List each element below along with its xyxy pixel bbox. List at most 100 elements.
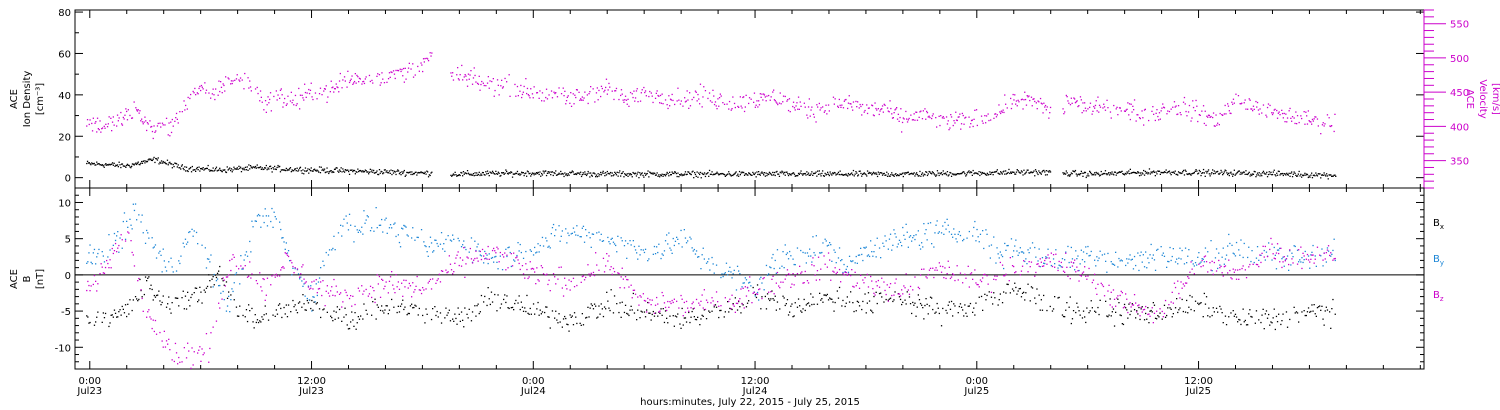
density-point	[718, 174, 720, 176]
bx-point	[1069, 296, 1071, 298]
velocity-point	[682, 105, 684, 107]
bx-point	[774, 295, 776, 297]
density-point	[519, 174, 521, 176]
by-point	[776, 249, 779, 251]
velocity-point	[259, 90, 262, 92]
bx-point	[800, 310, 802, 312]
bx-point	[230, 294, 232, 296]
density-point	[975, 172, 978, 174]
by-point	[429, 236, 432, 238]
density-point	[692, 170, 694, 172]
by-point	[1078, 269, 1080, 272]
by-point	[223, 299, 225, 301]
bz-point	[290, 259, 292, 262]
density-point	[723, 174, 726, 176]
density-point	[1326, 173, 1328, 175]
density-point	[504, 172, 506, 174]
velocity-point	[1174, 106, 1176, 108]
by-point	[658, 243, 660, 245]
bz-point	[294, 267, 296, 269]
by-point	[617, 235, 619, 237]
density-point	[279, 165, 281, 168]
density-point	[1253, 170, 1255, 173]
density-point	[704, 175, 707, 178]
by-point	[1110, 261, 1112, 263]
velocity-point	[227, 77, 229, 79]
velocity-point	[200, 89, 202, 92]
by-point	[463, 240, 465, 242]
by-point	[842, 271, 844, 274]
by-point	[292, 267, 294, 269]
density-point	[288, 169, 290, 171]
velocity-point	[1210, 115, 1212, 118]
by-point	[570, 233, 572, 235]
density-point	[296, 167, 298, 169]
bz-point	[273, 274, 275, 276]
density-point	[810, 173, 812, 175]
velocity-point	[136, 109, 138, 111]
density-point	[1290, 172, 1292, 174]
velocity-point	[187, 96, 189, 99]
bx-point	[1182, 310, 1184, 313]
by-point	[694, 253, 697, 255]
density-point	[691, 171, 693, 173]
bx-point	[673, 325, 675, 327]
density-point	[354, 173, 356, 175]
velocity-point	[91, 130, 94, 132]
by-point	[245, 251, 248, 253]
by-point	[575, 234, 577, 236]
velocity-point	[168, 122, 170, 124]
velocity-point	[952, 124, 954, 127]
by-point	[729, 266, 731, 268]
density-point	[360, 170, 362, 172]
bz-point	[429, 278, 432, 281]
density-point	[593, 172, 595, 174]
velocity-point	[1185, 110, 1187, 113]
density-point	[1103, 172, 1106, 175]
density-point	[1296, 175, 1298, 177]
by-point	[1088, 255, 1090, 257]
density-point	[1237, 171, 1239, 173]
density-point	[1314, 175, 1316, 177]
velocity-point	[127, 109, 129, 111]
velocity-point	[474, 74, 476, 77]
velocity-point	[1186, 115, 1188, 117]
bz-point	[485, 252, 487, 255]
bx-point	[713, 306, 715, 308]
bx-point	[667, 322, 669, 324]
density-point	[210, 169, 212, 172]
density-point	[509, 172, 511, 174]
bx-point	[986, 294, 988, 297]
bx-point	[591, 304, 593, 307]
bx-point	[880, 292, 882, 294]
density-point	[500, 174, 502, 177]
velocity-point	[603, 91, 605, 93]
density-point	[503, 173, 505, 175]
velocity-point	[588, 93, 590, 95]
bx-point	[513, 309, 515, 311]
density-point	[190, 166, 192, 169]
by-point	[1170, 259, 1172, 262]
bx-point	[366, 313, 368, 315]
density-point	[1143, 169, 1145, 172]
bx-point	[209, 280, 211, 282]
density-point	[1227, 173, 1229, 176]
bx-point	[990, 296, 993, 298]
bz-point	[446, 272, 448, 274]
density-point	[1212, 173, 1215, 175]
bx-point	[1039, 309, 1041, 311]
density-point	[357, 168, 359, 170]
density-point	[264, 167, 267, 169]
by-point	[337, 232, 340, 234]
velocity-point	[607, 89, 609, 91]
density-point	[910, 173, 912, 175]
velocity-point	[1011, 103, 1013, 105]
by-point	[1105, 260, 1107, 262]
bx-point	[1199, 302, 1201, 305]
by-point	[246, 255, 249, 257]
velocity-point	[1098, 104, 1101, 106]
velocity-point	[848, 95, 850, 97]
by-point	[497, 268, 499, 270]
by-point	[623, 245, 626, 247]
